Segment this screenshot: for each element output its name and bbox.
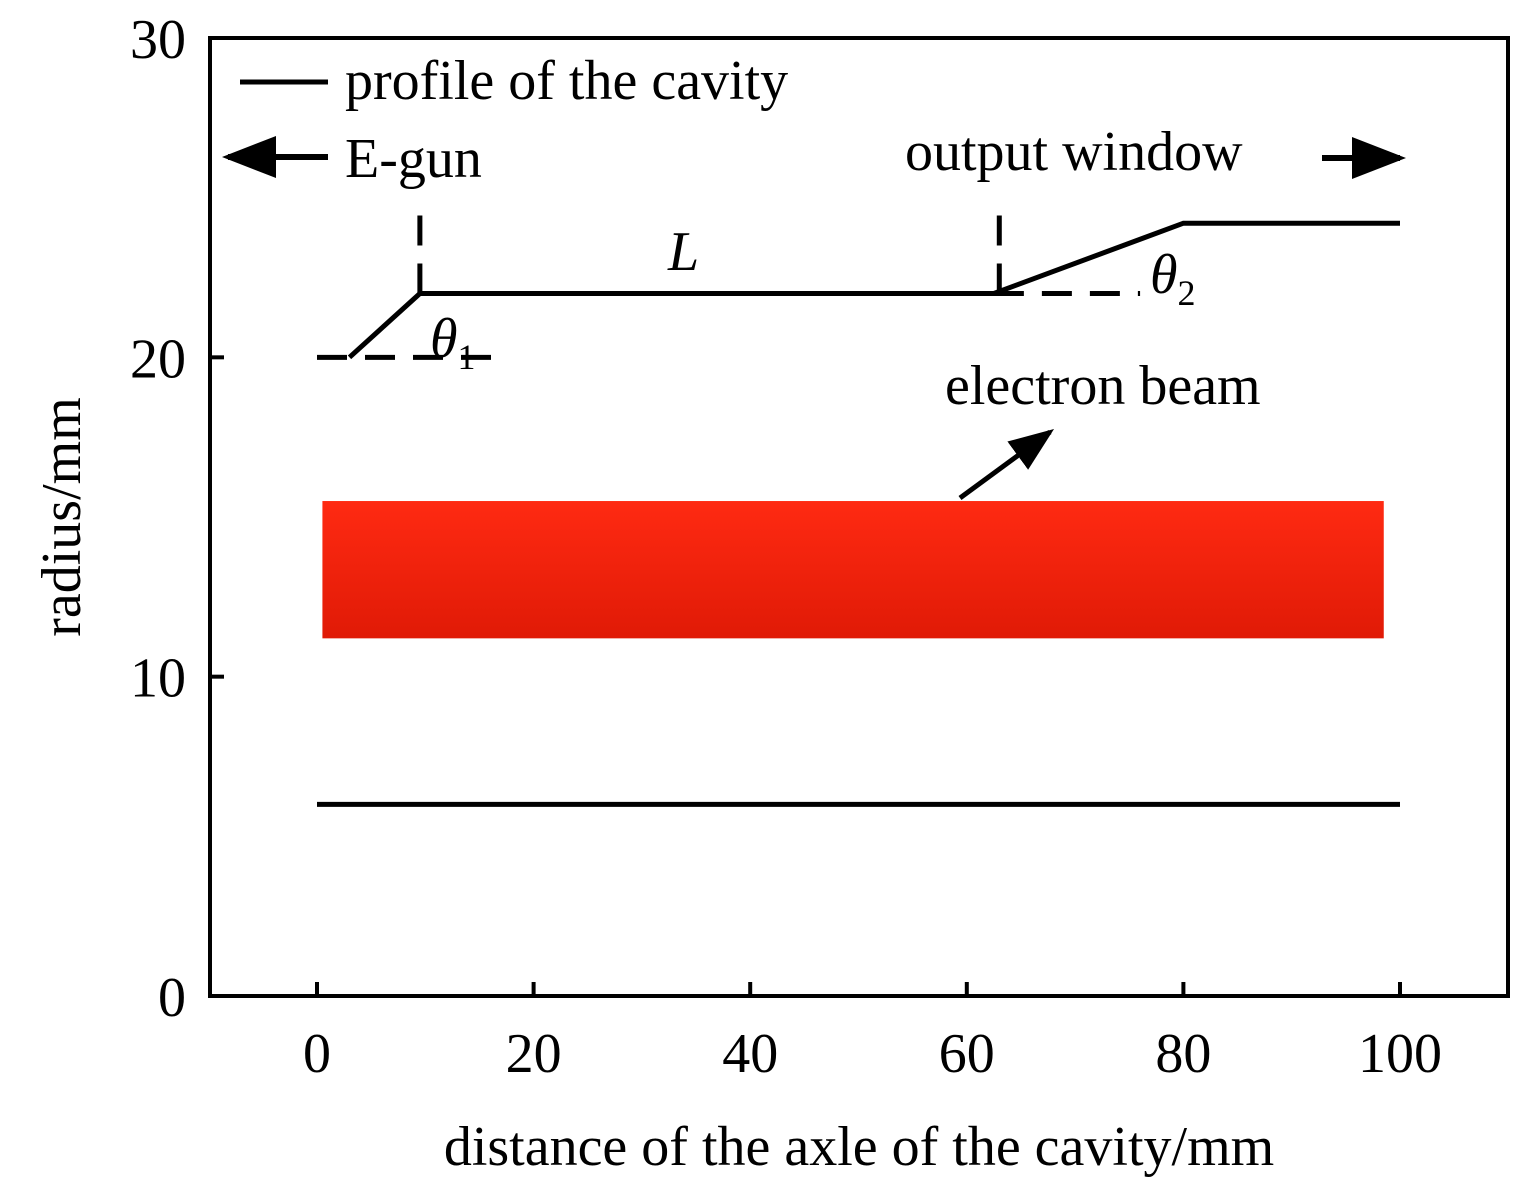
electron-beam-region: [322, 501, 1384, 639]
y-axis-ticks: 0 10 20 30: [130, 9, 224, 1029]
output-window-label: output window: [905, 121, 1243, 183]
y-tick-label: 20: [130, 328, 186, 390]
y-tick-label: 0: [158, 967, 186, 1029]
egun-label: E-gun: [345, 128, 482, 190]
theta1-label: θ1: [430, 308, 476, 377]
cavity-profile-line: [347, 220, 1400, 360]
theta2-label: θ2: [1150, 244, 1196, 313]
theta2-symbol: θ: [1150, 244, 1178, 306]
x-tick-label: 60: [939, 1023, 995, 1085]
x-tick-label: 100: [1358, 1023, 1442, 1085]
dashed-references: [317, 197, 1141, 360]
legend-label-profile: profile of the cavity: [345, 50, 788, 112]
y-axis-title: radius/mm: [31, 397, 93, 637]
x-axis-ticks: 0 20 40 60 80 100: [303, 982, 1442, 1085]
theta2-subscript: 2: [1178, 273, 1196, 313]
theta1-symbol: θ: [430, 308, 458, 370]
y-tick-label: 30: [130, 9, 186, 71]
electron-beam-label: electron beam: [945, 355, 1261, 417]
length-L-label: L: [667, 221, 699, 283]
x-tick-label: 0: [303, 1023, 331, 1085]
x-tick-label: 80: [1155, 1023, 1211, 1085]
theta1-subscript: 1: [458, 337, 476, 377]
series-lines: [317, 220, 1400, 807]
regions: [322, 501, 1384, 639]
y-tick-label: 10: [130, 648, 186, 710]
plot-frame: [208, 36, 1510, 998]
x-tick-label: 40: [722, 1023, 778, 1085]
legend: profile of the cavity: [240, 50, 788, 112]
x-axis-title: distance of the axle of the cavity/mm: [444, 1116, 1274, 1178]
electron-beam-arrow: [958, 429, 1055, 501]
x-tick-label: 20: [506, 1023, 562, 1085]
